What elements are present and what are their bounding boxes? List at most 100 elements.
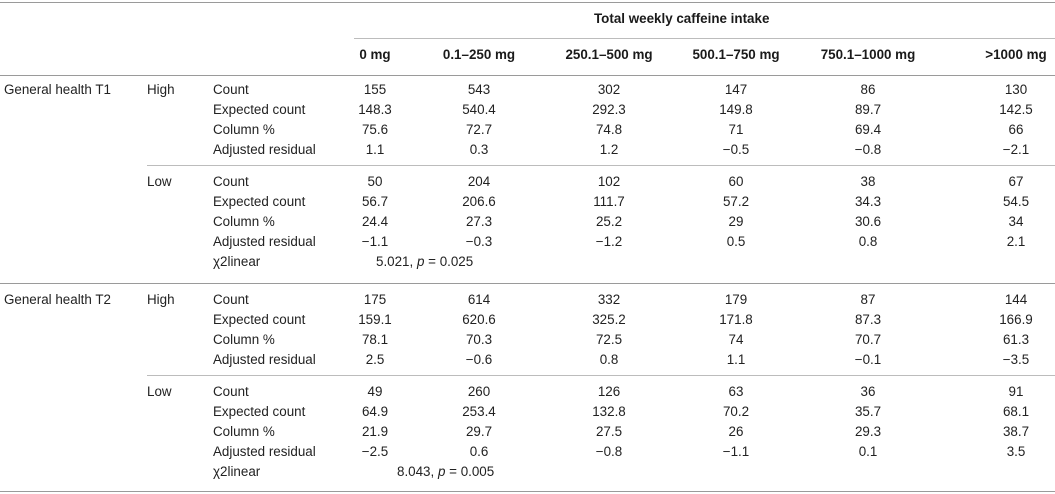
chi-statistic: 8.043,	[397, 464, 435, 479]
p-symbol: p	[437, 464, 446, 479]
p-symbol: p	[416, 254, 425, 269]
stat-label: Count	[213, 292, 249, 307]
table-cell: −0.8	[595, 444, 623, 459]
table-cell: 179	[724, 292, 748, 307]
column-header: 750.1–1000 mg	[820, 47, 916, 62]
stat-label: Column %	[213, 332, 275, 347]
chi-statistic: 5.021,	[376, 254, 414, 269]
table-cell: −0.5	[722, 142, 750, 157]
table-cell: 0.1	[858, 444, 878, 459]
table-cell: 78.1	[361, 332, 389, 347]
stat-label: Adjusted residual	[213, 142, 316, 157]
table-cell: 89.7	[854, 102, 882, 117]
table-cell: 620.6	[462, 312, 496, 327]
table-cell: 142.5	[999, 102, 1033, 117]
table-cell: 35.7	[854, 404, 882, 419]
table-cell: 68.1	[1002, 404, 1030, 419]
table-cell: 171.8	[719, 312, 753, 327]
table-cell: 29.7	[465, 424, 493, 439]
table-cell: 260	[467, 384, 491, 399]
table-cell: 36	[860, 384, 876, 399]
chi-square-value: 5.021, p = 0.025	[376, 252, 473, 272]
table-cell: 27.3	[465, 214, 493, 229]
table-cell: 25.2	[595, 214, 623, 229]
stat-label: Count	[213, 174, 249, 189]
table-cell: 29	[728, 214, 744, 229]
table-cell: 34	[1008, 214, 1024, 229]
table-cell: 69.4	[854, 122, 882, 137]
table-cell: 204	[467, 174, 491, 189]
table-cell: 147	[724, 82, 748, 97]
table-cell: 206.6	[462, 194, 496, 209]
stat-label: Adjusted residual	[213, 444, 316, 459]
table-cell: 2.1	[1006, 234, 1026, 249]
table-cell: −0.1	[854, 352, 882, 367]
table-cell: 1.2	[599, 142, 619, 157]
table-cell: −3.5	[1002, 352, 1030, 367]
table-cell: −2.1	[1002, 142, 1030, 157]
super-header: Total weekly caffeine intake	[594, 11, 770, 26]
table-cell: 111.7	[593, 194, 625, 209]
table-cell: 132.8	[592, 404, 626, 419]
table-cell: 57.2	[722, 194, 750, 209]
table-cell: 0.8	[599, 352, 619, 367]
table-cell: 60	[728, 174, 744, 189]
table-cell: 26	[728, 424, 744, 439]
stat-label: Column %	[213, 214, 275, 229]
column-header: 500.1–750 mg	[692, 47, 780, 62]
stat-label: Adjusted residual	[213, 352, 316, 367]
table-cell: 1.1	[365, 142, 385, 157]
t2-level-divider	[147, 375, 1055, 376]
table-cell: −0.6	[465, 352, 493, 367]
table-cell: 70.3	[465, 332, 493, 347]
table-cell: 3.5	[1006, 444, 1026, 459]
stat-label: Adjusted residual	[213, 234, 316, 249]
table-cell: 34.3	[854, 194, 882, 209]
header-span-rule	[354, 38, 1055, 39]
chi-square-value: 8.043, p = 0.005	[397, 462, 494, 482]
table-cell: 72.7	[465, 122, 493, 137]
table-cell: 148.3	[358, 102, 392, 117]
level-label: Low	[147, 384, 172, 399]
table-cell: 21.9	[361, 424, 389, 439]
table-cell: 0.5	[726, 234, 746, 249]
table-cell: 75.6	[361, 122, 389, 137]
table-cell: 543	[467, 82, 491, 97]
stat-label: Column %	[213, 122, 275, 137]
stat-label: Count	[213, 82, 249, 97]
chi-square-label: χ2linear	[213, 254, 261, 269]
column-header: >1000 mg	[985, 47, 1047, 62]
table-cell: 332	[597, 292, 621, 307]
table-cell: 2.5	[365, 352, 385, 367]
p-value: = 0.005	[449, 464, 495, 479]
table-cell: 0.8	[858, 234, 878, 249]
stat-label: Expected count	[213, 102, 306, 117]
column-header: 0.1–250 mg	[442, 47, 516, 62]
table-cell: 166.9	[999, 312, 1033, 327]
t1-level-divider	[147, 165, 1055, 166]
table-cell: 72.5	[595, 332, 623, 347]
table-cell: 64.9	[361, 404, 389, 419]
table-cell: 159.1	[358, 312, 392, 327]
table-cell: 86	[860, 82, 876, 97]
table-cell: 144	[1004, 292, 1028, 307]
table-cell: 130	[1004, 82, 1028, 97]
table-cell: 38	[860, 174, 876, 189]
column-header: 250.1–500 mg	[565, 47, 653, 62]
chi-square-label: χ2linear	[213, 464, 261, 479]
table-cell: −1.2	[595, 234, 623, 249]
table-cell: 325.2	[592, 312, 626, 327]
table-cell: 155	[363, 82, 387, 97]
table-cell: −1.1	[361, 234, 389, 249]
table-cell: 149.8	[719, 102, 753, 117]
group-label: General health T2	[4, 292, 111, 307]
level-label: High	[147, 292, 175, 307]
table-cell: 614	[467, 292, 491, 307]
table-cell: 70.7	[854, 332, 882, 347]
table-cell: 74.8	[595, 122, 623, 137]
table-cell: 61.3	[1002, 332, 1030, 347]
top-rule	[0, 2, 1055, 3]
table-cell: 126	[597, 384, 621, 399]
group-divider	[0, 283, 1055, 284]
